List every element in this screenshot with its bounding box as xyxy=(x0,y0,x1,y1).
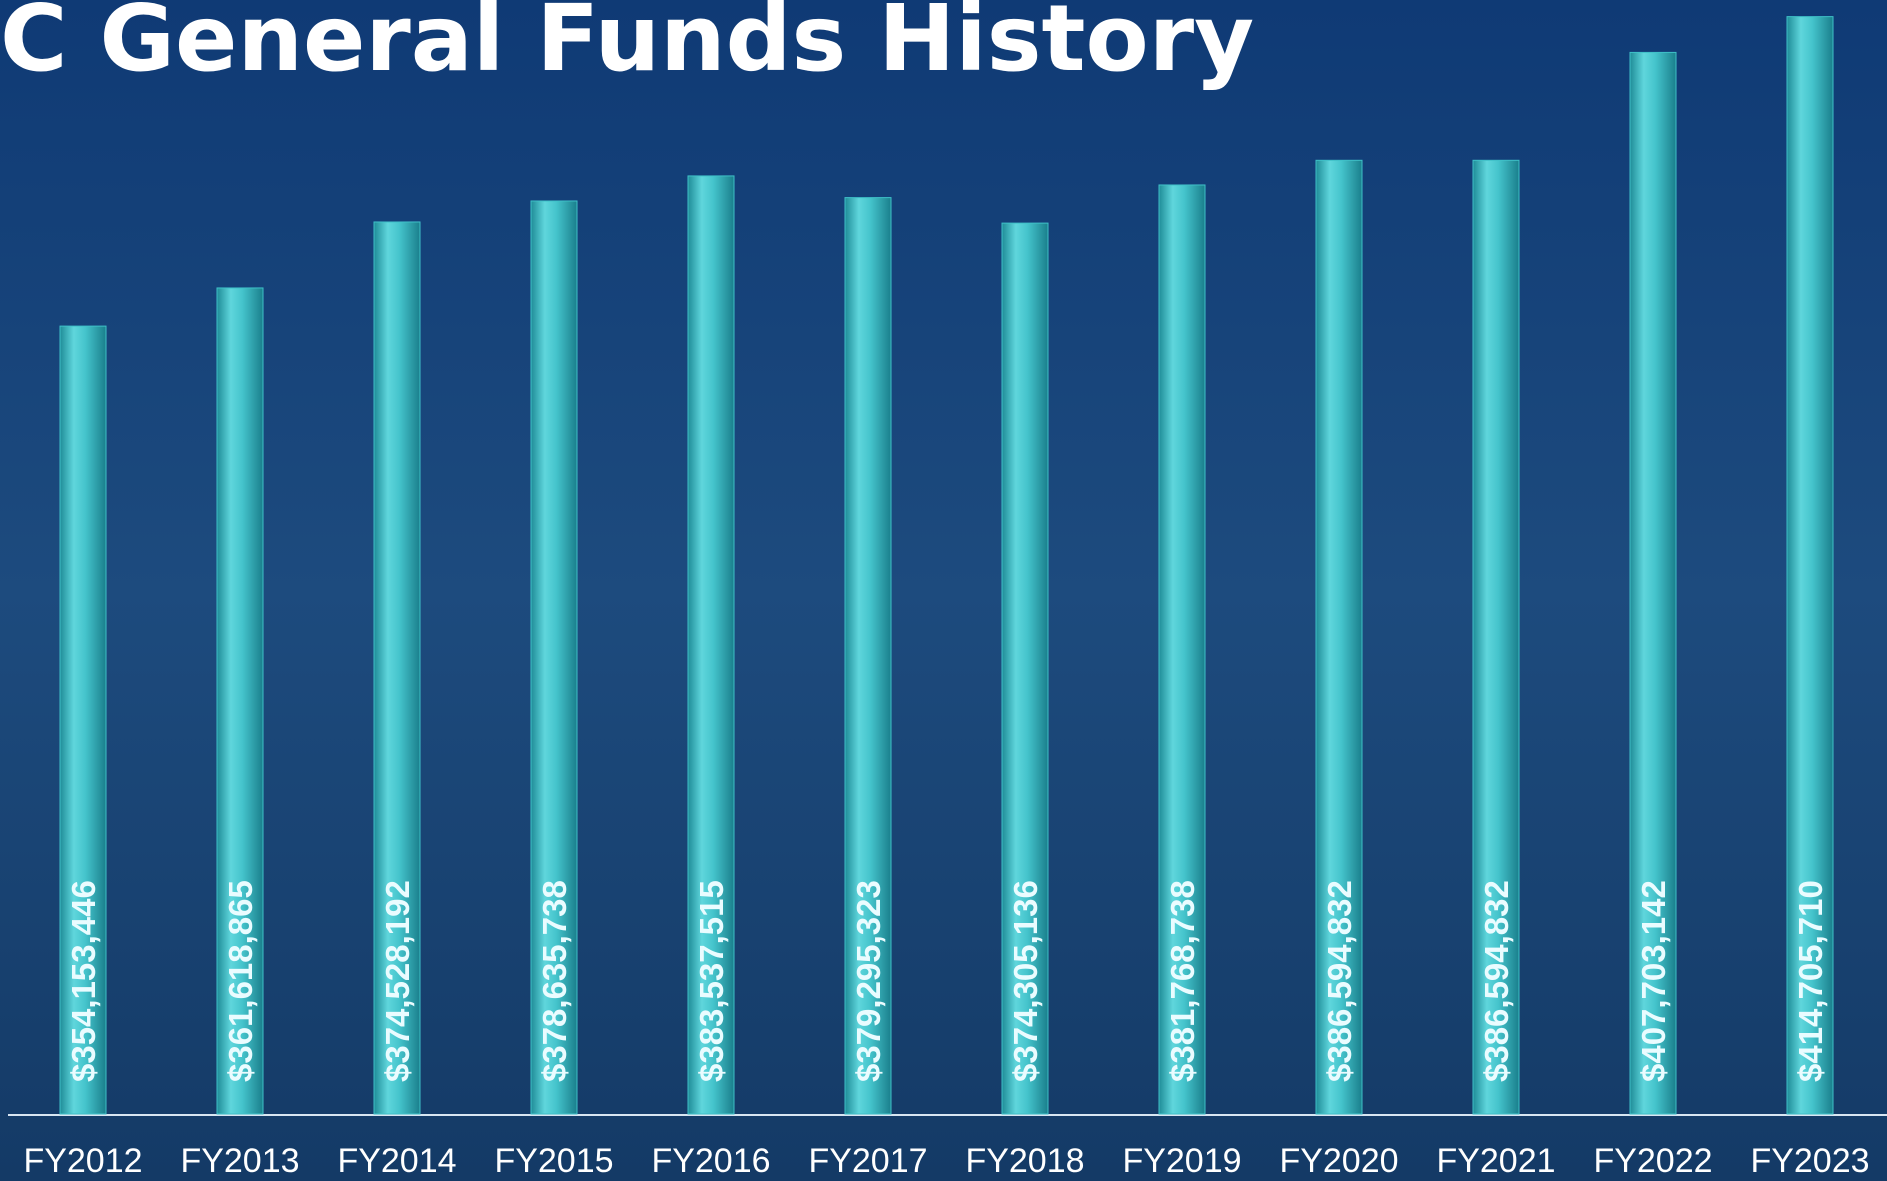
value-label: $374,305,136 xyxy=(1007,880,1044,1082)
x-tick-label: FY2015 xyxy=(494,1142,613,1180)
value-label: $407,703,142 xyxy=(1635,880,1672,1082)
value-label: $386,594,832 xyxy=(1321,880,1358,1082)
page: {"chart_data": {"type": "bar", "title": … xyxy=(0,0,1887,1181)
x-tick-label: FY2023 xyxy=(1750,1142,1869,1180)
x-tick-label: FY2022 xyxy=(1593,1142,1712,1180)
value-label: $378,635,738 xyxy=(536,880,573,1082)
x-tick-label: FY2016 xyxy=(651,1142,770,1180)
chart-title: C General Funds History xyxy=(0,0,1254,92)
x-tick-label: FY2014 xyxy=(337,1142,456,1180)
x-tick-label: FY2019 xyxy=(1122,1142,1241,1180)
x-tick-label: FY2017 xyxy=(808,1142,927,1180)
value-label: $414,705,710 xyxy=(1792,880,1829,1082)
value-label: $374,528,192 xyxy=(379,880,416,1082)
x-tick-label: FY2020 xyxy=(1279,1142,1398,1180)
value-label: $354,153,446 xyxy=(65,880,102,1082)
x-tick-label: FY2021 xyxy=(1436,1142,1555,1180)
value-label: $386,594,832 xyxy=(1478,880,1515,1082)
value-label: $361,618,865 xyxy=(222,880,259,1082)
x-tick-label: FY2018 xyxy=(965,1142,1084,1180)
value-label: $381,768,738 xyxy=(1164,880,1201,1082)
value-label: $383,537,515 xyxy=(693,880,730,1082)
x-tick-label: FY2012 xyxy=(23,1142,142,1180)
value-label: $379,295,323 xyxy=(850,880,887,1082)
chart: C General Funds History $354,153,446 FY20… xyxy=(0,0,1887,1181)
background xyxy=(0,0,1887,1181)
x-tick-label: FY2013 xyxy=(180,1142,299,1180)
